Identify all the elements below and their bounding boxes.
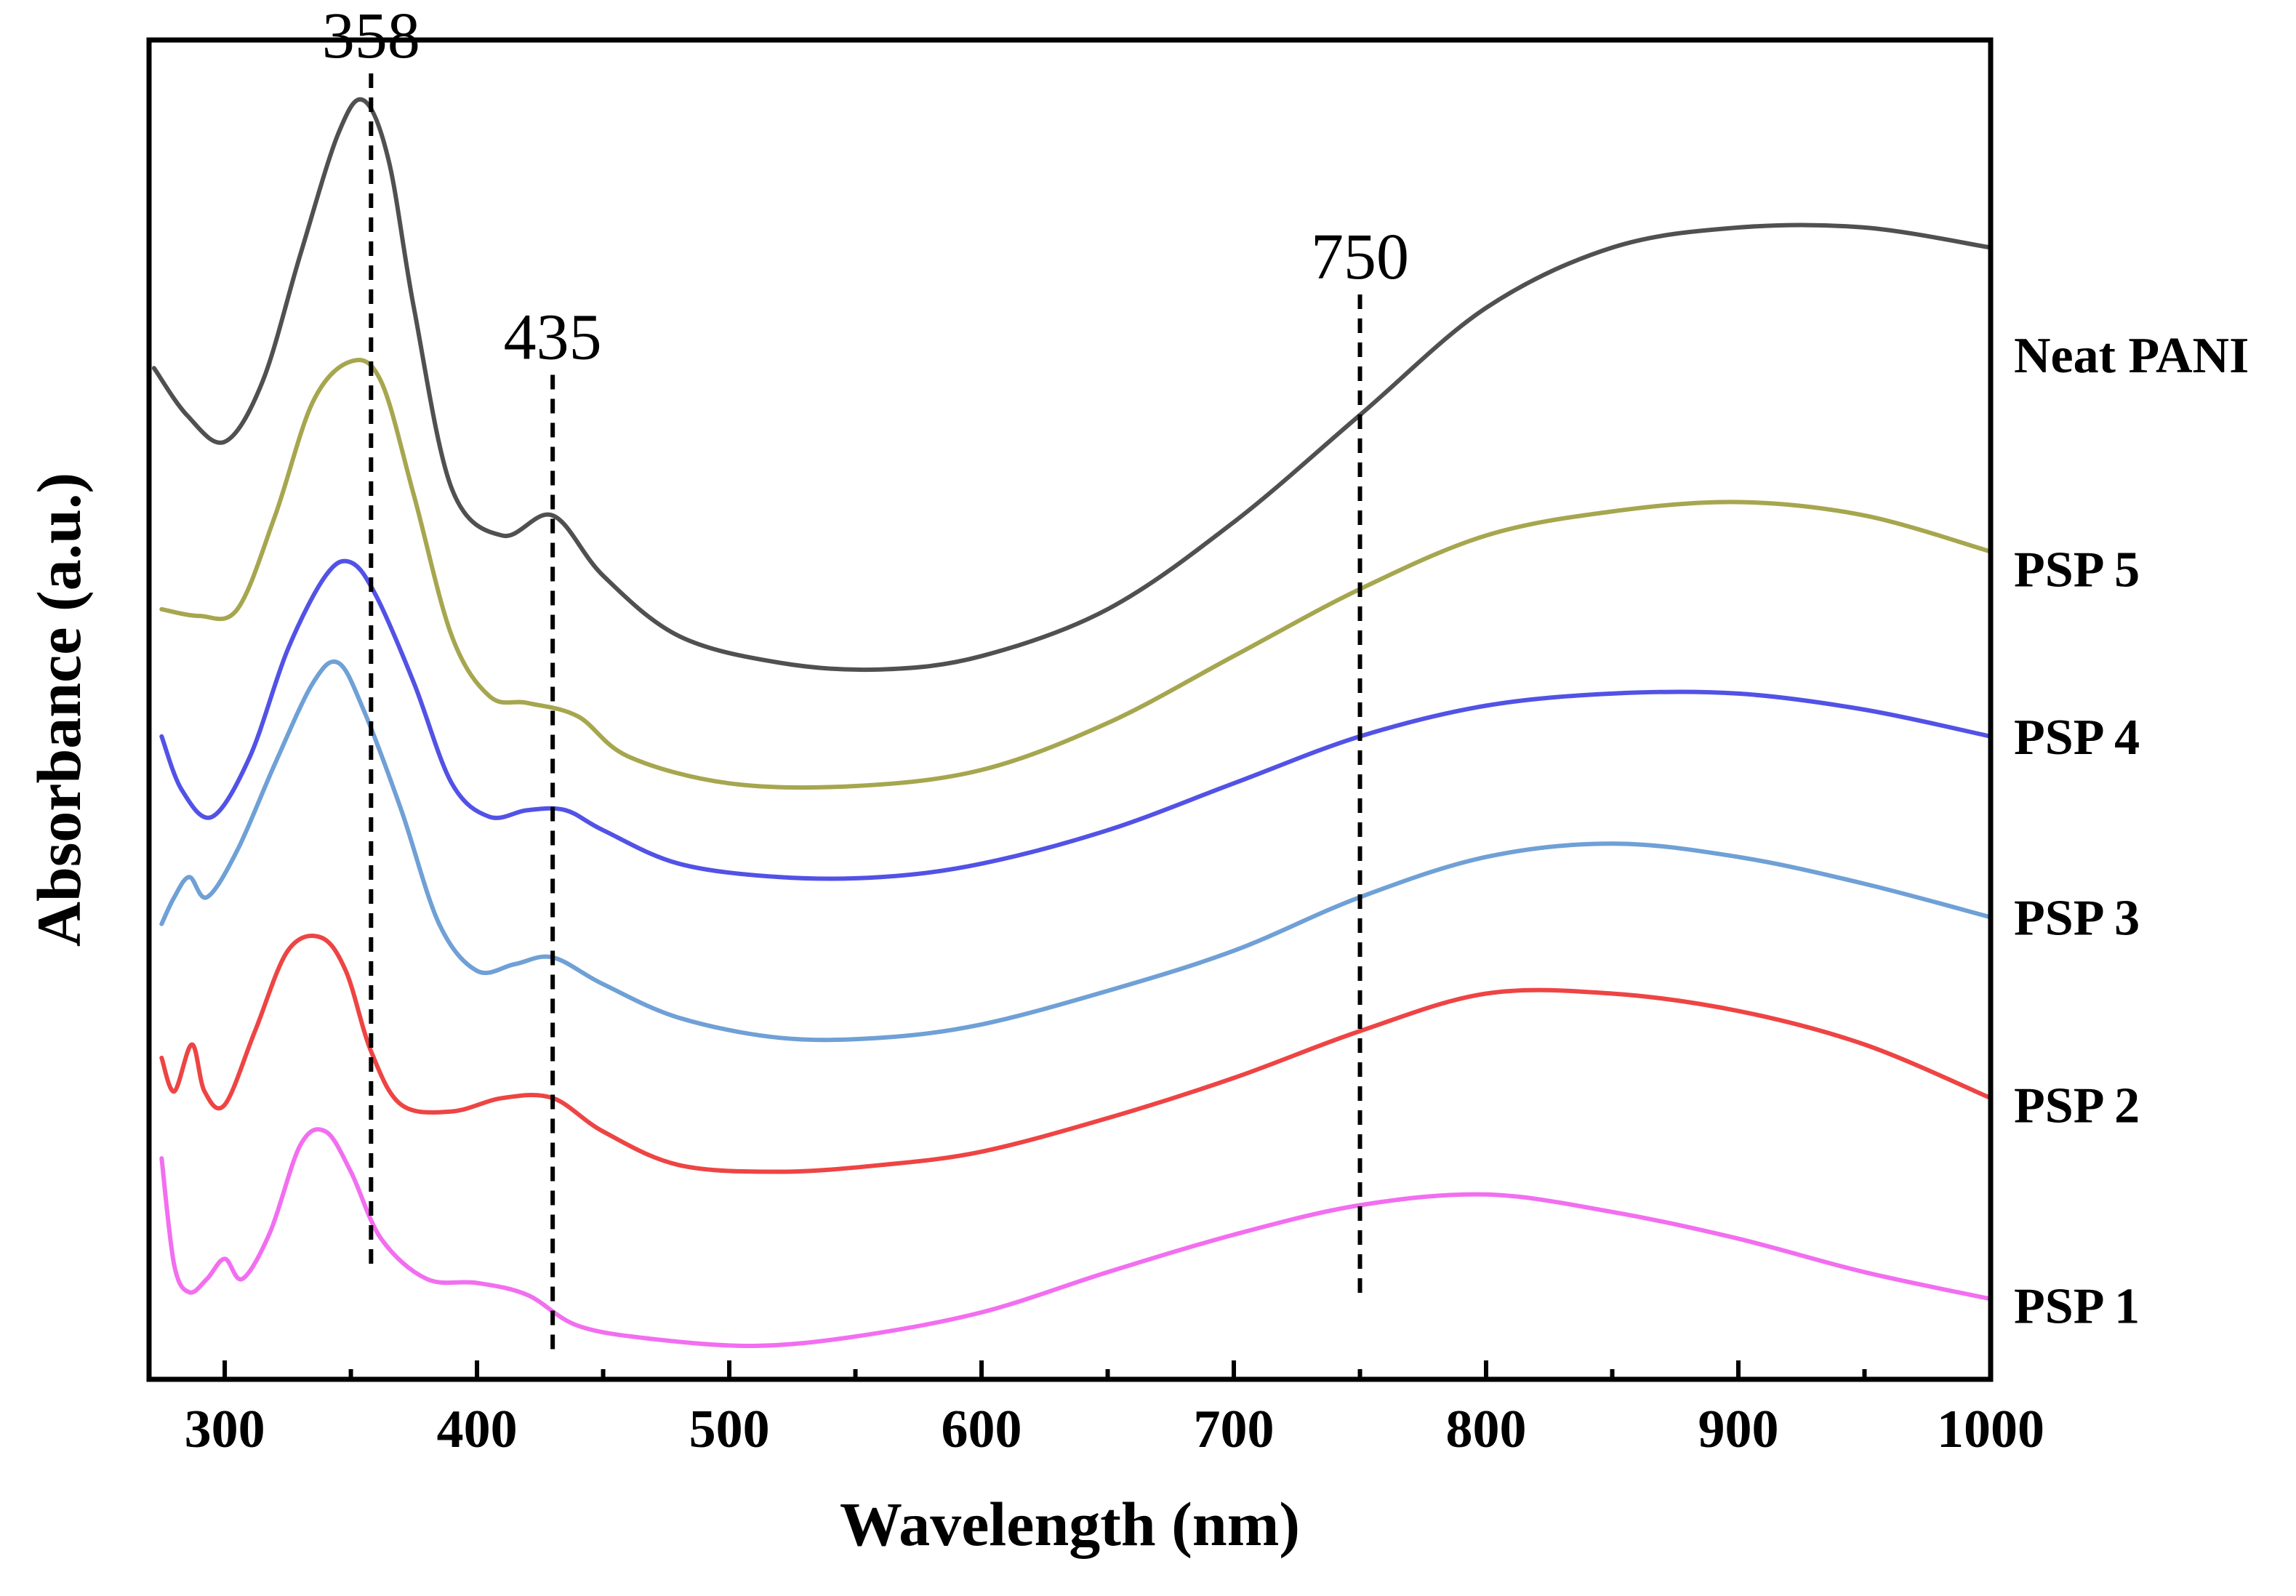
series-label-psp-2: PSP 2 <box>2014 1078 2140 1134</box>
series-label-neat-pani: Neat PANI <box>2014 328 2249 384</box>
y-axis-title: Absorbance (a.u.) <box>24 473 94 947</box>
series-line-neat-pani <box>151 97 1993 673</box>
x-tick-label-300: 300 <box>185 1400 265 1459</box>
x-tick-label-700: 700 <box>1194 1400 1275 1459</box>
x-tick-label-500: 500 <box>689 1400 770 1459</box>
series-lines <box>151 97 1993 1349</box>
x-tick-label-1000: 1000 <box>1937 1400 2044 1459</box>
x-axis-title: Wavelength (nm) <box>840 1489 1300 1559</box>
x-axis-ticks: 300 400 500 600 700 800 900 1000 <box>185 1360 2044 1459</box>
peak-label-435: 435 <box>504 302 602 374</box>
series-label-psp-5: PSP 5 <box>2014 542 2140 598</box>
peak-label-358: 358 <box>322 0 420 72</box>
x-tick-label-800: 800 <box>1446 1400 1527 1459</box>
series-line-psp-4 <box>159 558 1993 881</box>
x-tick-label-600: 600 <box>942 1400 1022 1459</box>
series-line-psp-3 <box>159 659 1993 1043</box>
peak-label-750: 750 <box>1311 221 1409 293</box>
series-label-psp-3: PSP 3 <box>2014 891 2140 947</box>
series-label-psp-1: PSP 1 <box>2014 1279 2140 1335</box>
plot-frame <box>146 37 1994 1382</box>
series-label-psp-4: PSP 4 <box>2014 710 2140 766</box>
series-line-psp-2 <box>159 934 1993 1174</box>
series-line-psp-5 <box>159 358 1993 790</box>
series-labels: Neat PANI PSP 5 PSP 4 PSP 3 PSP 2 PSP 1 <box>2014 328 2249 1335</box>
peak-annotations: 358 435 750 <box>322 0 1409 1353</box>
x-tick-label-900: 900 <box>1698 1400 1779 1459</box>
x-tick-label-400: 400 <box>437 1400 518 1459</box>
series-line-psp-1 <box>159 1127 1993 1349</box>
